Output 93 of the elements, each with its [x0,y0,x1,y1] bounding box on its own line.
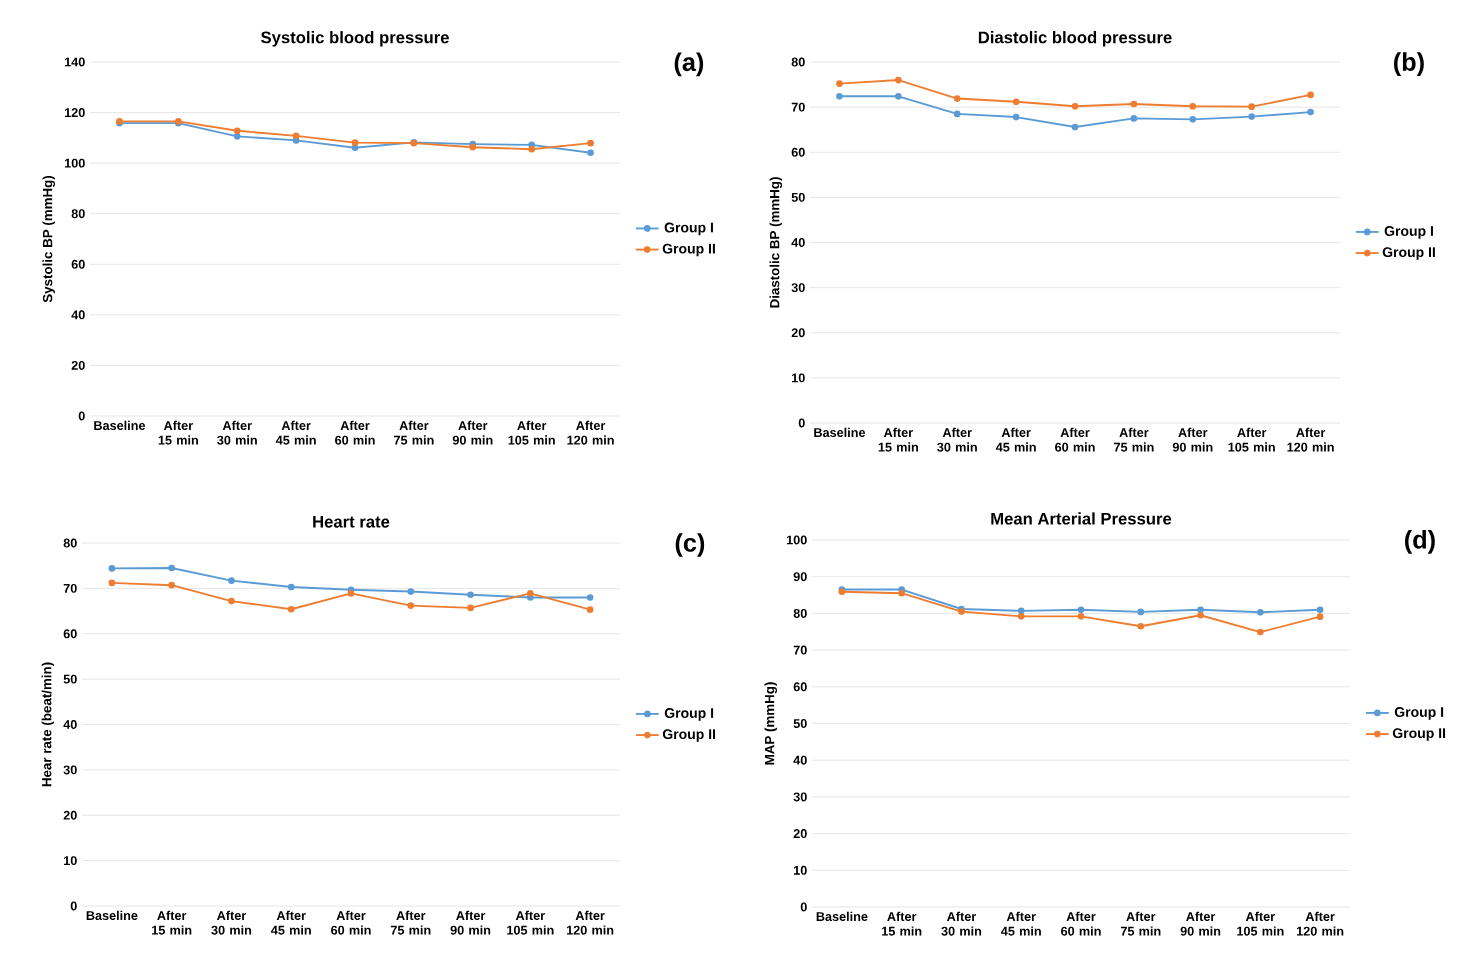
text: (b) [1394,52,1424,76]
y-axis-title: Systolic BP (mmHg) [42,175,55,303]
y-tick-label: 60 [791,147,805,157]
y-axis-title: MAP (mmHg) [764,682,778,765]
legend-label: Group I [664,222,713,236]
x-tick-label: After 30 min [937,427,977,452]
y-tick-label: 100 [64,158,85,168]
y-tick-label: 0 [78,411,85,421]
text: (c) [675,533,705,557]
y-tick-label: 60 [63,629,77,639]
legend-label: Group I [664,708,714,721]
chart-title: Heart rate [313,516,390,528]
y-tick-label: 90 [793,572,807,582]
x-tick-label: After 15 min [878,427,918,452]
x-tick-label: After 60 min [1055,427,1095,452]
x-tick-label: After 90 min [1172,427,1213,452]
x-tick-label: After 60 min [335,420,375,445]
x-tick-label: After 60 min [331,910,371,935]
y-tick-label: 140 [64,57,85,67]
y-tick-label: 20 [71,360,85,370]
y-tick-label: 70 [791,102,805,112]
y-tick-label: 30 [63,765,77,775]
x-tick-label: After 105 min [1228,427,1275,452]
x-tick-label: Baseline [86,910,138,921]
x-tick-label: After 120 min [1296,911,1344,936]
x-tick-label: After 75 min [1120,911,1161,936]
y-tick-label: 40 [793,755,807,765]
y-tick-label: 20 [63,810,77,820]
chart-title: Systolic blood pressure [261,31,449,47]
x-tick-label: After 90 min [452,420,493,445]
x-tick-label: After 30 min [217,420,257,445]
x-tick-label: Baseline [814,427,866,438]
y-tick-label: 60 [793,682,807,692]
legend-label: Group I [1384,226,1433,239]
legend-label: Group II [662,243,715,257]
y-tick-label: 40 [63,720,77,729]
x-tick-label: After 45 min [270,910,311,935]
y-tick-label: 0 [800,902,807,912]
y-tick-label: 70 [793,645,807,655]
x-tick-label: After 60 min [1061,911,1101,936]
x-tick-label: Baseline [816,911,868,922]
x-tick-label: After 15 min [882,911,922,936]
x-tick-label: After 45 min [995,427,1036,452]
y-tick-label: 20 [791,328,805,338]
x-tick-label: Baseline [94,420,146,431]
y-tick-label: 50 [791,192,805,202]
chart-title: Mean Arterial Pressure [991,512,1172,525]
x-tick-label: After 30 min [211,910,252,935]
y-tick-label: 40 [791,238,805,247]
legend-label: Group I [1394,707,1444,720]
y-tick-label: 80 [791,57,805,67]
y-tick-label: 0 [70,901,77,911]
y-tick-label: 70 [63,583,77,593]
legend-label: Group II [662,729,716,742]
y-tick-label: 30 [791,283,805,293]
y-tick-label: 80 [793,608,807,618]
x-tick-label: After 75 min [394,420,434,445]
x-tick-label: After 120 min [1287,427,1334,452]
legend-label: Group II [1382,247,1435,260]
text: (d) [1405,530,1435,554]
x-tick-label: After 15 min [152,910,192,935]
y-tick-label: 80 [71,209,85,219]
x-tick-label: After 90 min [1180,911,1221,936]
y-axis-title: Diastolic BP (mmHg) [769,177,783,308]
y-tick-label: 120 [64,108,85,118]
text: (a) [674,52,704,77]
x-tick-label: After 105 min [507,910,554,935]
x-tick-label: After 45 min [1001,911,1041,936]
x-tick-label: After 120 min [566,910,614,935]
legend-label: Group II [1392,728,1446,741]
chart-title: Diastolic blood pressure [978,31,1172,47]
y-axis-title: Hear rate (beat/min) [41,662,55,787]
y-tick-label: 60 [71,259,85,269]
y-tick-label: 40 [71,310,85,320]
y-tick-label: 50 [793,719,807,728]
y-tick-label: 10 [794,865,807,875]
y-tick-label: 20 [793,829,807,839]
y-tick-label: 0 [798,418,805,428]
y-tick-label: 30 [793,792,807,802]
x-tick-label: After 120 min [567,420,614,445]
y-tick-label: 100 [786,535,807,545]
y-tick-label: 80 [63,538,77,548]
y-tick-label: 10 [64,856,77,866]
x-tick-label: After 105 min [508,420,555,445]
x-tick-label: After 45 min [275,420,316,445]
x-tick-label: After 75 min [390,910,431,935]
y-tick-label: 10 [792,373,805,383]
x-tick-label: After 30 min [941,911,982,936]
x-tick-label: After 90 min [450,910,491,935]
x-tick-label: After 105 min [1237,911,1284,936]
y-tick-label: 50 [63,674,77,684]
x-tick-label: After 75 min [1114,427,1154,452]
x-tick-label: After 15 min [158,420,198,445]
